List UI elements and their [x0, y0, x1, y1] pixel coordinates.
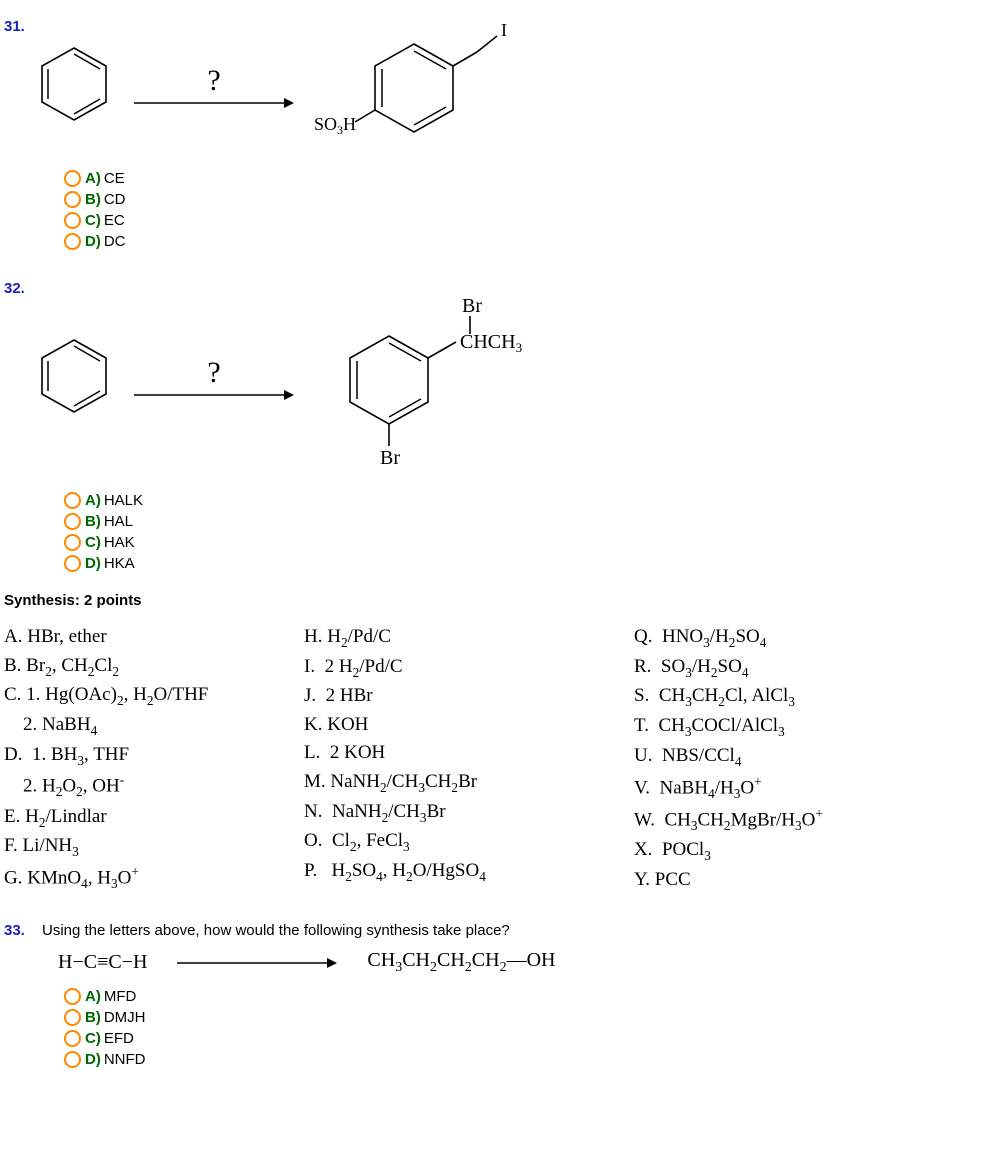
radio-icon[interactable] [64, 1030, 81, 1047]
reaction-scheme: ? CHCH3 Br Br [34, 280, 982, 480]
radio-icon[interactable] [64, 1051, 81, 1068]
option-c[interactable]: C) EC [64, 210, 982, 231]
option-b[interactable]: B) DMJH [64, 1007, 982, 1028]
benzene-icon [34, 334, 114, 426]
reaction-arrow-icon [134, 94, 294, 112]
arrow-label: ? [207, 356, 220, 390]
options-list: A) HALK B) HAL C) HAK D) HKA [64, 490, 982, 574]
radio-icon[interactable] [64, 555, 81, 572]
question-prompt: Using the letters above, how would the f… [42, 922, 982, 939]
benzene-icon [34, 42, 114, 134]
option-a[interactable]: A) CE [64, 168, 982, 189]
reaction-scheme: ? I SO3H [34, 18, 982, 158]
synthesis-heading: Synthesis: 2 points [4, 592, 982, 609]
radio-icon[interactable] [64, 513, 81, 530]
radio-icon[interactable] [64, 191, 81, 208]
reaction-arrow-icon [134, 386, 294, 404]
product-structure-icon: CHCH3 Br Br [314, 280, 564, 480]
arrow-label: ? [207, 64, 220, 98]
reaction-equation: H−C≡C−H CH3CH2CH2CH2—OH [58, 949, 982, 976]
svg-text:CHCH3: CHCH3 [460, 331, 522, 355]
question-32: 32. ? CHCH3 Br [4, 280, 982, 574]
question-number: 33. [4, 922, 25, 939]
options-list: A) MFD B) DMJH C) EFD D) NNFD [64, 986, 982, 1070]
reagent-key: A. HBr, ether B. Br2, CH2Cl2 C. 1. Hg(OA… [4, 623, 982, 894]
option-d[interactable]: D) DC [64, 231, 982, 252]
question-33: 33. Using the letters above, how would t… [4, 922, 982, 1070]
reagent-col-2: H. H2/Pd/C I. 2 H2/Pd/C J. 2 HBr K. KOH … [304, 623, 634, 894]
radio-icon[interactable] [64, 988, 81, 1005]
product-structure-icon: I SO3H [314, 18, 514, 158]
reagent-col-1: A. HBr, ether B. Br2, CH2Cl2 C. 1. Hg(OA… [4, 623, 304, 894]
radio-icon[interactable] [64, 233, 81, 250]
option-d[interactable]: D) HKA [64, 553, 982, 574]
option-a[interactable]: A) HALK [64, 490, 982, 511]
svg-text:Br: Br [380, 447, 400, 469]
option-b[interactable]: B) CD [64, 189, 982, 210]
svg-text:I: I [501, 20, 507, 40]
radio-icon[interactable] [64, 534, 81, 551]
radio-icon[interactable] [64, 212, 81, 229]
radio-icon[interactable] [64, 492, 81, 509]
option-b[interactable]: B) HAL [64, 511, 982, 532]
options-list: A) CE B) CD C) EC D) DC [64, 168, 982, 252]
svg-text:Br: Br [462, 295, 482, 317]
question-number: 31. [4, 18, 25, 35]
reactant: H−C≡C−H [58, 951, 147, 974]
question-number: 32. [4, 280, 25, 297]
reagent-col-3: Q. HNO3/H2SO4 R. SO3/H2SO4 S. CH3CH2Cl, … [634, 623, 982, 894]
question-31: 31. ? I [4, 18, 982, 252]
product: CH3CH2CH2CH2—OH [367, 949, 555, 976]
radio-icon[interactable] [64, 170, 81, 187]
option-d[interactable]: D) NNFD [64, 1049, 982, 1070]
reaction-arrow-icon [177, 955, 337, 971]
option-a[interactable]: A) MFD [64, 986, 982, 1007]
option-c[interactable]: C) HAK [64, 532, 982, 553]
radio-icon[interactable] [64, 1009, 81, 1026]
so3h-label: SO3H [314, 114, 356, 137]
option-c[interactable]: C) EFD [64, 1028, 982, 1049]
